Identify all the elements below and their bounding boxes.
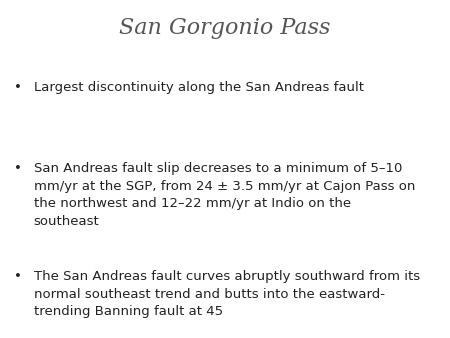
Text: •: • <box>14 270 22 283</box>
Text: Largest discontinuity along the San Andreas fault: Largest discontinuity along the San Andr… <box>34 81 364 94</box>
Text: •: • <box>14 81 22 94</box>
Text: San Gorgonio Pass: San Gorgonio Pass <box>119 17 331 39</box>
Text: The San Andreas fault curves abruptly southward from its
normal southeast trend : The San Andreas fault curves abruptly so… <box>34 270 420 318</box>
Text: San Andreas fault slip decreases to a minimum of 5–10
mm/yr at the SGP, from 24 : San Andreas fault slip decreases to a mi… <box>34 162 415 228</box>
Text: •: • <box>14 162 22 175</box>
